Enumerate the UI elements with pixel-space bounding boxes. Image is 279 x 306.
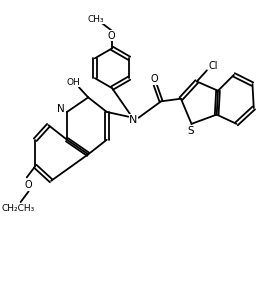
Text: O: O [151,74,158,84]
Text: N: N [129,115,138,125]
Text: S: S [188,126,194,136]
Text: O: O [25,180,32,190]
Text: OH: OH [67,77,81,87]
Text: CH₂CH₃: CH₂CH₃ [1,203,35,213]
Text: Cl: Cl [208,61,218,71]
Text: CH₃: CH₃ [88,15,104,24]
Text: O: O [108,31,115,41]
Text: N: N [57,104,64,114]
